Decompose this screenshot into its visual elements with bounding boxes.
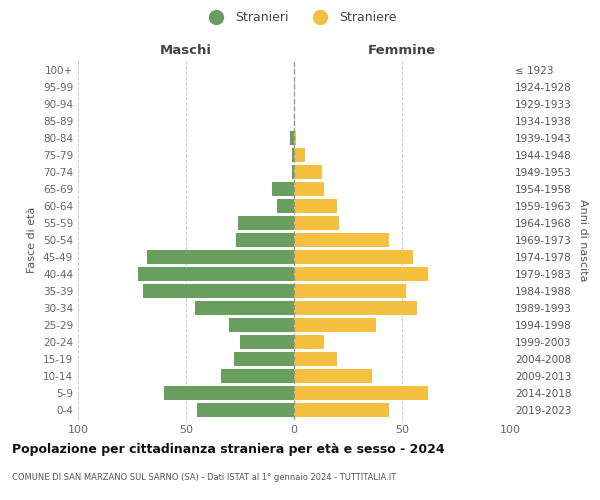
Bar [164, 386, 294, 400]
Bar [143, 284, 294, 298]
Bar [294, 403, 389, 417]
Bar [294, 284, 406, 298]
Bar [294, 216, 340, 230]
Text: Femmine: Femmine [368, 44, 436, 58]
Bar [194, 301, 294, 315]
Bar [221, 369, 294, 383]
Bar [147, 250, 294, 264]
Bar [294, 199, 337, 213]
Bar [229, 318, 294, 332]
Bar [233, 352, 294, 366]
Text: COMUNE DI SAN MARZANO SUL SARNO (SA) - Dati ISTAT al 1° gennaio 2024 - TUTTITALI: COMUNE DI SAN MARZANO SUL SARNO (SA) - D… [12, 472, 396, 482]
Bar [294, 301, 417, 315]
Bar [294, 318, 376, 332]
Y-axis label: Anni di nascita: Anni di nascita [578, 198, 588, 281]
Bar [236, 233, 294, 247]
Bar [238, 216, 294, 230]
Bar [294, 165, 322, 179]
Bar [240, 335, 294, 349]
Bar [294, 352, 337, 366]
Bar [292, 148, 294, 162]
Legend: Stranieri, Straniere: Stranieri, Straniere [199, 6, 401, 29]
Bar [277, 199, 294, 213]
Bar [294, 267, 428, 281]
Bar [292, 165, 294, 179]
Bar [294, 182, 324, 196]
Bar [139, 267, 294, 281]
Text: Popolazione per cittadinanza straniera per età e sesso - 2024: Popolazione per cittadinanza straniera p… [12, 442, 445, 456]
Bar [294, 148, 305, 162]
Bar [197, 403, 294, 417]
Bar [294, 386, 428, 400]
Bar [294, 233, 389, 247]
Text: Maschi: Maschi [160, 44, 212, 58]
Bar [294, 250, 413, 264]
Bar [294, 131, 296, 145]
Bar [294, 369, 372, 383]
Bar [294, 335, 324, 349]
Bar [272, 182, 294, 196]
Y-axis label: Fasce di età: Fasce di età [28, 207, 37, 273]
Bar [290, 131, 294, 145]
